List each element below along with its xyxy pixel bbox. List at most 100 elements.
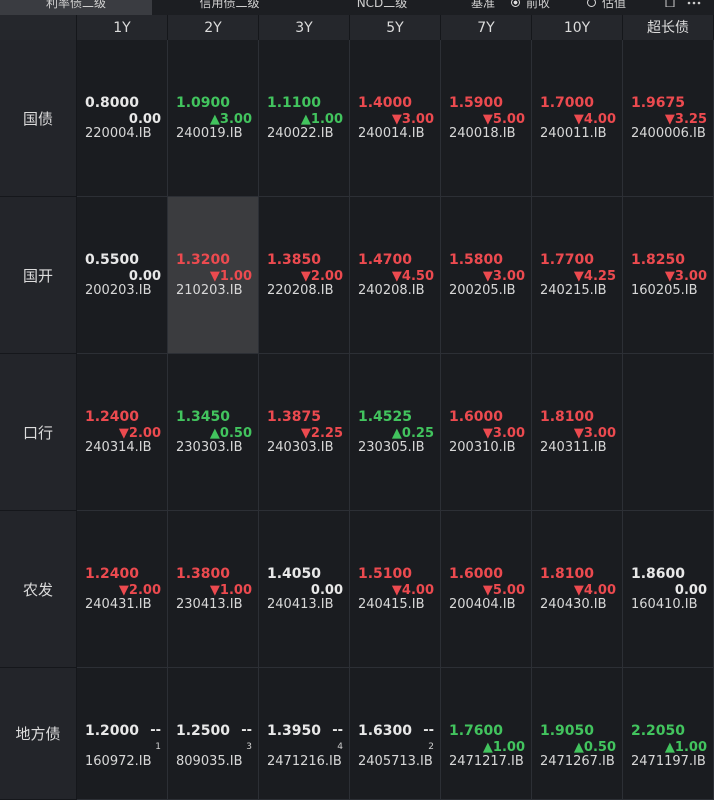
change: ▼2.00 bbox=[118, 426, 161, 441]
quote-cell[interactable]: 1.8600 0.00 160410.IB bbox=[623, 511, 714, 668]
quote-cell[interactable]: 1.4700 ▼4.50 240208.IB bbox=[350, 197, 441, 354]
bond-code: 230303.IB bbox=[176, 440, 243, 455]
radio[interactable] bbox=[587, 0, 596, 7]
bond-code: 240415.IB bbox=[358, 597, 425, 612]
bond-code: 2471197.IB bbox=[631, 754, 706, 769]
bond-code: 240019.IB bbox=[176, 126, 243, 141]
bond-code: 240014.IB bbox=[358, 126, 425, 141]
quote-cell[interactable]: 1.3450 ▲0.50 230303.IB bbox=[168, 354, 259, 511]
quote-cell[interactable]: 1.3850 ▼2.00 220208.IB bbox=[259, 197, 350, 354]
quote-cell[interactable]: 1.9675 ▼3.25 2400006.IB bbox=[623, 40, 714, 197]
toolbar: 利率债二级 信用债二级 NCD二级 基准 前收 估值 bbox=[0, 0, 714, 15]
quote-cell[interactable]: 1.4000 ▼3.00 240014.IB bbox=[350, 40, 441, 197]
quote-cell[interactable]: 1.8100 ▼3.00 240311.IB bbox=[532, 354, 623, 511]
bond-code: 160410.IB bbox=[631, 597, 698, 612]
tab[interactable]: NCD二级 bbox=[356, 0, 408, 10]
yield: 1.6000 bbox=[449, 566, 504, 582]
quote-cell[interactable]: 1.4050 0.00 240413.IB bbox=[259, 511, 350, 668]
change: ▼1.00 bbox=[209, 583, 252, 598]
quote-cell[interactable]: 1.4525 ▲0.25 230305.IB bbox=[350, 354, 441, 511]
bond-code: 200310.IB bbox=[449, 440, 516, 455]
bond-code: 210203.IB bbox=[176, 283, 243, 298]
icons[interactable] bbox=[665, 0, 709, 8]
bond-code: 2471267.IB bbox=[540, 754, 615, 769]
change: ▼3.00 bbox=[573, 426, 616, 441]
quote-cell[interactable]: 1.3800 ▼1.00 230413.IB bbox=[168, 511, 259, 668]
change: 0.00 bbox=[128, 112, 161, 127]
change: ▼2.25 bbox=[300, 426, 343, 441]
change: ▼4.25 bbox=[573, 269, 616, 284]
quote-cell[interactable]: 1.1100 ▲1.00 240022.IB bbox=[259, 40, 350, 197]
header-corner bbox=[0, 15, 77, 40]
quote-cell[interactable]: 0.5500 0.00 200203.IB bbox=[77, 197, 168, 354]
quote-cell[interactable]: 1.2000 -- 1 160972.IB bbox=[77, 668, 168, 800]
quote-cell[interactable]: 1.6000 ▼5.00 200404.IB bbox=[441, 511, 532, 668]
tab[interactable]: 利率债二级 bbox=[0, 0, 152, 15]
change: -- bbox=[332, 723, 343, 738]
option-label: 前收 bbox=[526, 0, 551, 10]
row-label: 国开 bbox=[0, 197, 76, 354]
bond-code: 240431.IB bbox=[85, 597, 152, 612]
yield: 1.2500 bbox=[176, 723, 231, 739]
quote-cell[interactable]: 0.8000 0.00 220004.IB bbox=[77, 40, 168, 197]
bond-code: 240314.IB bbox=[85, 440, 152, 455]
quote-cell[interactable]: 1.5100 ▼4.00 240415.IB bbox=[350, 511, 441, 668]
quote-cell[interactable]: 1.3950 -- 4 2471216.IB bbox=[259, 668, 350, 800]
bond-code: 240215.IB bbox=[540, 283, 607, 298]
bond-code: 200203.IB bbox=[85, 283, 152, 298]
quote-cell[interactable]: 1.6000 ▼3.00 200310.IB bbox=[441, 354, 532, 511]
yield: 1.2000 bbox=[85, 723, 140, 739]
change: ▲0.50 bbox=[209, 426, 252, 441]
quote-cell[interactable]: 1.2500 -- 3 809035.IB bbox=[168, 668, 259, 800]
column-header: 2Y bbox=[168, 15, 259, 40]
yield: 1.8600 bbox=[631, 566, 686, 582]
column-header: 1Y bbox=[77, 15, 168, 40]
yield: 1.9050 bbox=[540, 723, 595, 739]
column-header: 3Y bbox=[259, 15, 350, 40]
radio[interactable] bbox=[511, 0, 520, 7]
change: ▼3.00 bbox=[482, 426, 525, 441]
quote-cell[interactable]: 1.8100 ▼4.00 240430.IB bbox=[532, 511, 623, 668]
row-label: 口行 bbox=[0, 354, 76, 511]
quote-cell[interactable]: 2.2050 ▲1.00 2471197.IB bbox=[623, 668, 714, 800]
yield: 1.4525 bbox=[358, 409, 413, 425]
quote-cell[interactable]: 1.6300 -- 2 2405713.IB bbox=[350, 668, 441, 800]
quote-cell[interactable]: 1.5800 ▼3.00 200205.IB bbox=[441, 197, 532, 354]
yield: 1.0900 bbox=[176, 95, 231, 111]
change: 0.00 bbox=[674, 583, 707, 598]
change: ▲3.00 bbox=[209, 112, 252, 127]
bond-code: 2405713.IB bbox=[358, 754, 433, 769]
quote-cell[interactable]: 1.3200 ▼1.00 210203.IB bbox=[168, 197, 259, 354]
column-header: 5Y bbox=[350, 15, 441, 40]
tab[interactable]: 信用债二级 bbox=[199, 0, 260, 10]
change: ▼5.00 bbox=[482, 112, 525, 127]
change: 0.00 bbox=[128, 269, 161, 284]
toolbar-icons[interactable] bbox=[665, 0, 709, 13]
bond-code: 200205.IB bbox=[449, 283, 516, 298]
quote-cell[interactable]: 1.7700 ▼4.25 240215.IB bbox=[532, 197, 623, 354]
quote-cell[interactable]: 1.7600 ▲1.00 2471217.IB bbox=[441, 668, 532, 800]
bond-code: 220208.IB bbox=[267, 283, 334, 298]
radio-option[interactable]: 估值 bbox=[587, 0, 626, 13]
option-label: 估值 bbox=[602, 0, 627, 10]
change: ▼2.00 bbox=[300, 269, 343, 284]
quote-cell[interactable]: 1.5900 ▼5.00 240018.IB bbox=[441, 40, 532, 197]
quote-cell[interactable]: 1.0900 ▲3.00 240019.IB bbox=[168, 40, 259, 197]
quote-count: 2 bbox=[428, 742, 434, 752]
quote-count: 3 bbox=[246, 742, 252, 752]
quote-cell[interactable]: 1.9050 ▲0.50 2471267.IB bbox=[532, 668, 623, 800]
yield: 2.2050 bbox=[631, 723, 686, 739]
change: ▼4.50 bbox=[391, 269, 434, 284]
bond-code: 809035.IB bbox=[176, 754, 243, 769]
quote-cell[interactable]: 1.8250 ▼3.00 160205.IB bbox=[623, 197, 714, 354]
quote-cell[interactable]: 1.2400 ▼2.00 240314.IB bbox=[77, 354, 168, 511]
quote-cell[interactable]: 1.2400 ▼2.00 240431.IB bbox=[77, 511, 168, 668]
change: -- bbox=[150, 723, 161, 738]
quote-cell[interactable]: 1.7000 ▼4.00 240011.IB bbox=[532, 40, 623, 197]
radio-option[interactable]: 前收 bbox=[511, 0, 550, 13]
bond-code: 240413.IB bbox=[267, 597, 334, 612]
quote-cell[interactable]: 1.3875 ▼2.25 240303.IB bbox=[259, 354, 350, 511]
bond-code: 160205.IB bbox=[631, 283, 698, 298]
bond-code: 2471217.IB bbox=[449, 754, 524, 769]
